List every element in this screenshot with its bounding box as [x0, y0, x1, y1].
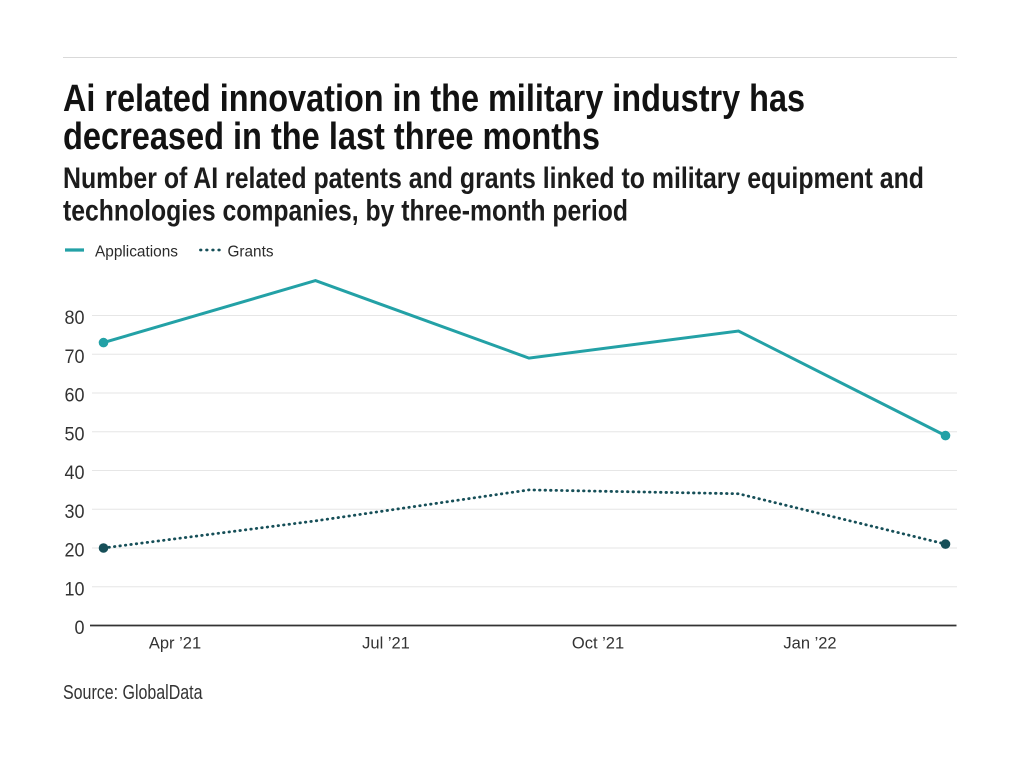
svg-text:technologies companies, by thr: technologies companies, by three-month p… [63, 195, 628, 228]
svg-text:Ai related innovation in the m: Ai related innovation in the military in… [63, 78, 805, 120]
svg-text:10: 10 [65, 578, 85, 600]
svg-text:0: 0 [75, 617, 85, 639]
svg-text:Number of AI related patents a: Number of AI related patents and grants … [63, 162, 924, 195]
svg-text:Source: GlobalData: Source: GlobalData [63, 682, 203, 704]
svg-text:70: 70 [65, 346, 85, 368]
svg-text:Applications: Applications [95, 244, 178, 261]
svg-text:decreased in the last three mo: decreased in the last three months [63, 116, 600, 158]
svg-text:Jan ’22: Jan ’22 [783, 635, 836, 653]
svg-text:40: 40 [65, 462, 85, 484]
svg-text:80: 80 [65, 307, 85, 329]
svg-text:20: 20 [65, 540, 85, 562]
svg-text:Grants: Grants [228, 244, 274, 261]
svg-text:Jul ’21: Jul ’21 [362, 635, 410, 653]
svg-text:Apr ’21: Apr ’21 [149, 635, 201, 653]
svg-text:30: 30 [65, 501, 85, 523]
svg-text:Oct ’21: Oct ’21 [572, 635, 624, 653]
svg-text:50: 50 [65, 423, 85, 445]
svg-text:60: 60 [65, 385, 85, 407]
